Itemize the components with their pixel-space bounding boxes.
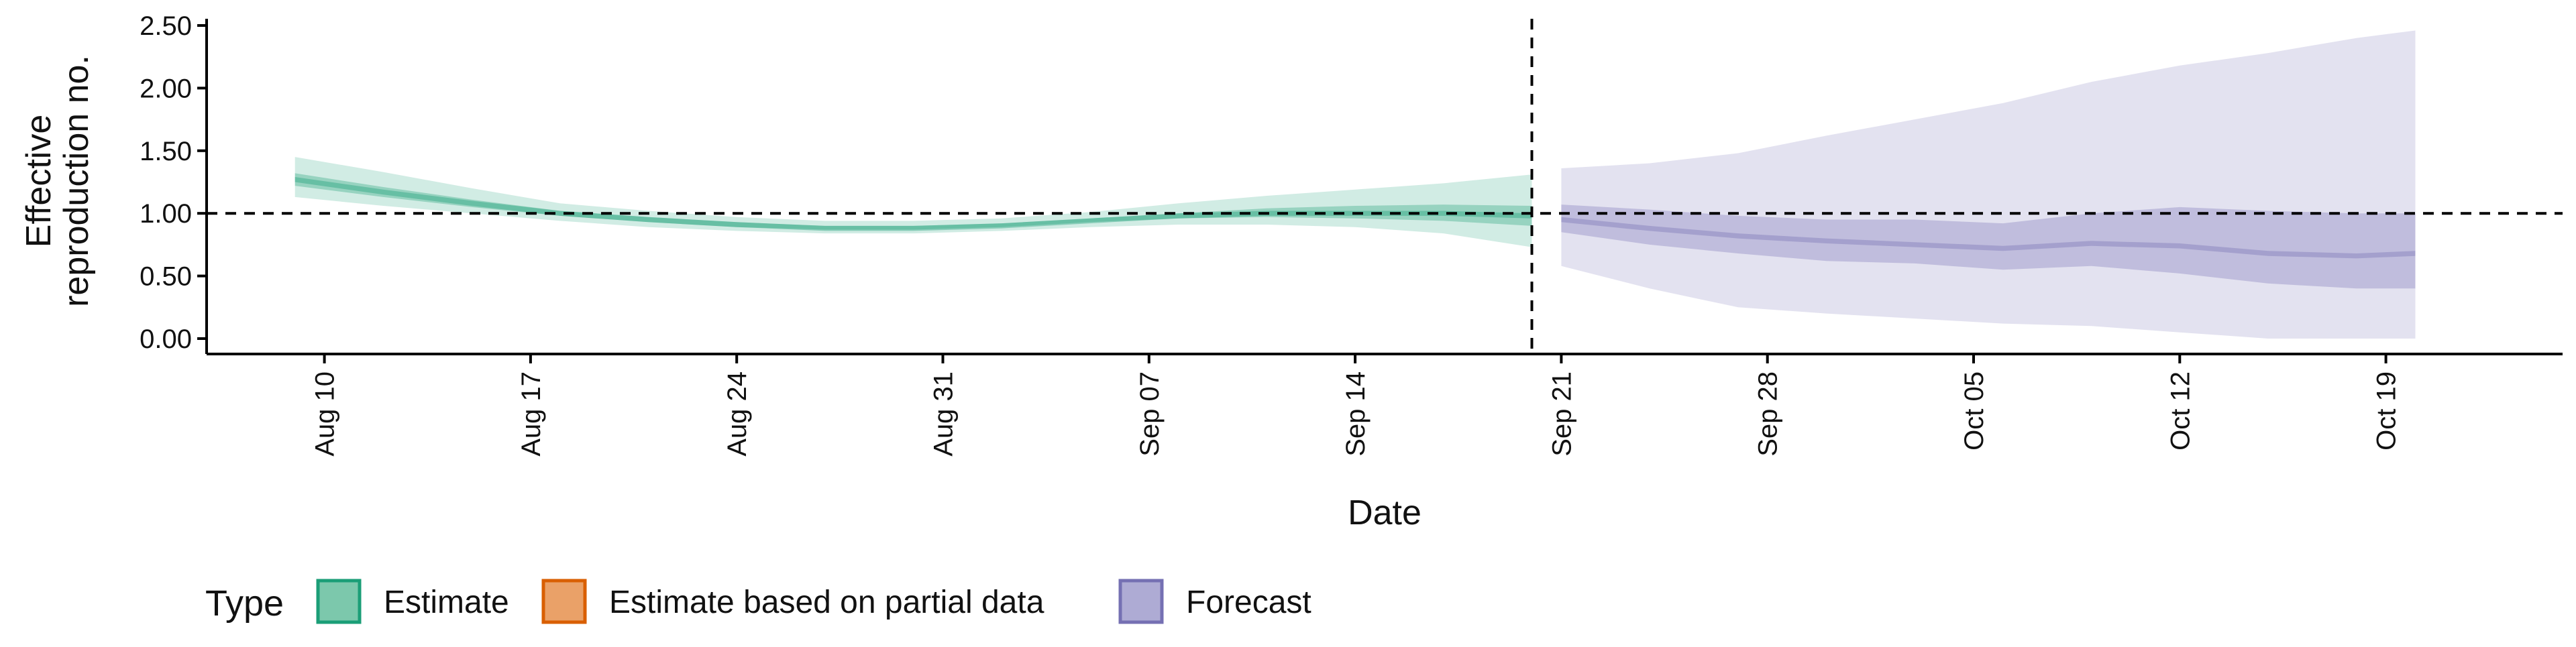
legend-key-estimate-based-on-partial-data <box>541 579 587 624</box>
legend-key-estimate <box>316 579 362 624</box>
legend-title: Type <box>205 583 284 624</box>
estimate-90-interval <box>294 157 1532 247</box>
x-tick-label: Aug 31 <box>929 371 959 457</box>
x-tick-label: Oct 05 <box>1960 371 1989 451</box>
estimate-median-band <box>294 177 1532 231</box>
legend-label: Estimate based on partial data <box>609 585 1044 620</box>
legend-label: Forecast <box>1186 585 1311 620</box>
y-tick-label: 0.50 <box>140 262 192 292</box>
x-axis-ticks: Aug 10 Aug 17 Aug 24 Aug 31 Sep 07 Sep 14 Sep … <box>311 354 2402 457</box>
x-tick-label: Oct 19 <box>2372 371 2402 451</box>
x-tick-label: Sep 14 <box>1341 371 1371 457</box>
x-tick-label: Aug 17 <box>517 371 546 457</box>
legend-key-forecast <box>1118 579 1164 624</box>
legend: Type Estimate Estimate based on partial da… <box>205 579 1311 624</box>
forecast-90-interval <box>1561 30 2416 339</box>
x-tick-label: Oct 12 <box>2165 371 2195 451</box>
y-axis-ticks: 0.00 0.50 1.00 1.50 2.00 2.50 <box>140 11 207 354</box>
y-axis-title-line-1: Effective <box>19 115 58 247</box>
y-tick-label: 2.00 <box>140 74 192 103</box>
y-tick-label: 1.00 <box>140 199 192 229</box>
y-tick-label: 2.50 <box>140 11 192 41</box>
y-axis-title-line-2: reproduction no. <box>57 55 96 307</box>
forecast-median-band <box>1561 217 2416 259</box>
estimate-50-interval <box>294 173 1532 230</box>
x-tick-label: Aug 10 <box>311 371 340 457</box>
y-tick-label: 1.50 <box>140 137 192 166</box>
x-tick-label: Sep 28 <box>1754 371 1783 457</box>
x-tick-label: Aug 24 <box>722 371 752 457</box>
legend-label: Estimate <box>384 585 509 620</box>
x-tick-label: Sep 07 <box>1135 371 1165 457</box>
forecast-50-interval <box>1561 204 2416 289</box>
x-axis-title: Date <box>1348 493 1421 532</box>
x-tick-label: Sep 21 <box>1547 371 1576 457</box>
y-tick-label: 0.00 <box>140 325 192 354</box>
